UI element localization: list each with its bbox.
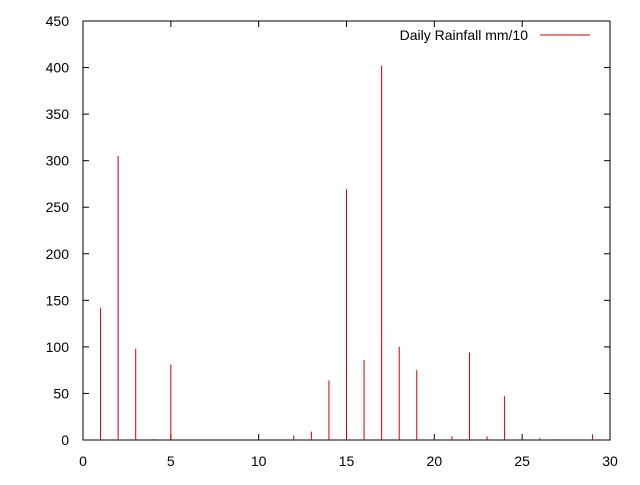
data-series — [100, 65, 593, 440]
y-tick-label: 400 — [46, 60, 70, 76]
y-tick-label: 350 — [46, 106, 70, 122]
y-tick-label: 300 — [46, 153, 70, 169]
y-axis: 0 50 100 150 200 250 300 350 400 450 — [46, 13, 610, 448]
legend-label: Daily Rainfall mm/10 — [400, 27, 529, 43]
y-tick-label: 100 — [46, 339, 70, 355]
y-tick-label: 250 — [46, 199, 70, 215]
x-tick-label: 25 — [514, 453, 530, 469]
y-tick-label: 200 — [46, 246, 70, 262]
y-tick-label: 0 — [61, 432, 69, 448]
x-tick-label: 15 — [339, 453, 355, 469]
x-tick-label: 5 — [167, 453, 175, 469]
x-tick-label: 10 — [251, 453, 267, 469]
y-tick-label: 150 — [46, 292, 70, 308]
legend: Daily Rainfall mm/10 — [400, 27, 590, 43]
y-tick-label: 50 — [53, 385, 69, 401]
x-tick-label: 30 — [602, 453, 618, 469]
x-tick-label: 20 — [427, 453, 443, 469]
x-tick-label: 0 — [79, 453, 87, 469]
x-axis: 0 5 10 15 20 25 30 — [79, 21, 618, 469]
y-tick-label: 450 — [46, 13, 70, 29]
